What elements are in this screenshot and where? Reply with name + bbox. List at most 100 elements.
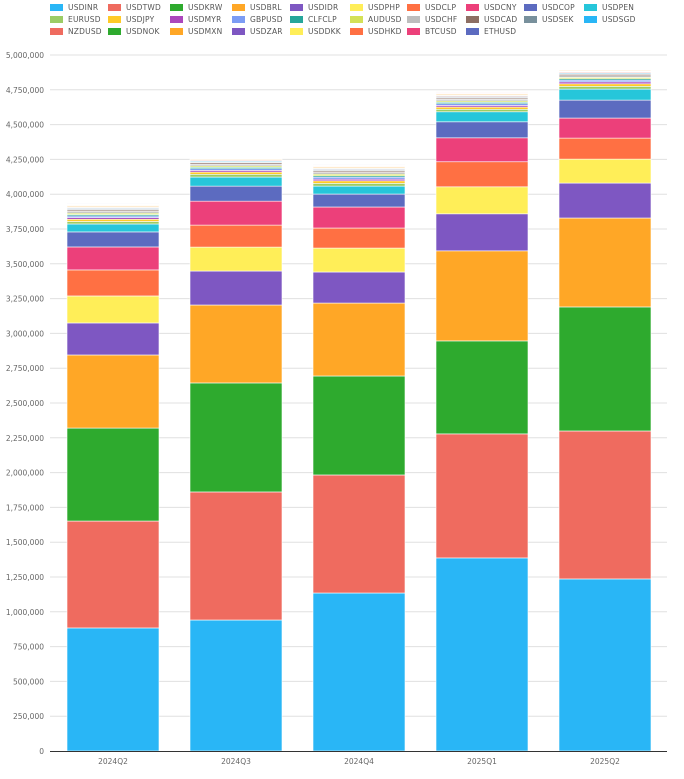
bar-segment-USDKRW[interactable] (189, 382, 283, 493)
bar-segment-EURUSD[interactable] (66, 221, 160, 225)
legend-item[interactable]: USDMXN (170, 26, 222, 36)
bar-segment-USDIDR[interactable] (66, 322, 160, 356)
bar-segment-USDTWD[interactable] (312, 474, 406, 594)
legend-item[interactable]: USDPEN (584, 2, 634, 12)
bar-segment-USDINR[interactable] (189, 619, 283, 752)
bar-segment-USDINR[interactable] (312, 592, 406, 752)
bar-segment-USDCLP[interactable] (558, 137, 652, 160)
y-tick-label: 3,000,000 (6, 329, 44, 338)
bar-segment-USDCLP[interactable] (189, 224, 283, 248)
bar-segment-USDTWD[interactable] (435, 433, 529, 559)
bar-segment-USDINR[interactable] (66, 627, 160, 752)
bar-segment-USDKRW[interactable] (558, 306, 652, 432)
bar-segment-USDPHP[interactable] (435, 186, 529, 215)
bar-segment-USDPEN[interactable] (189, 176, 283, 187)
bar-segment-USDCOP[interactable] (189, 185, 283, 202)
bar-segment-EURUSD[interactable] (189, 173, 283, 178)
legend-item[interactable]: USDCLP (407, 2, 456, 12)
legend-item[interactable]: USDTWD (108, 2, 161, 12)
bar-segment-USDCOP[interactable] (66, 231, 160, 248)
bar-segment-USDJPY[interactable] (189, 171, 283, 175)
bar-segment-USDPHP[interactable] (558, 158, 652, 184)
legend-swatch (290, 27, 303, 35)
legend-item[interactable]: USDDKK (290, 26, 341, 36)
bar-segment-USDCLP[interactable] (435, 161, 529, 188)
legend-item[interactable]: USDCHF (407, 14, 457, 24)
legend-item[interactable]: USDSGD (584, 14, 636, 24)
legend-label: USDJPY (126, 14, 155, 24)
bar-segment-EURUSD[interactable] (435, 108, 529, 113)
bar-segment-USDTWD[interactable] (66, 520, 160, 629)
bar-segment-USDINR[interactable] (558, 578, 652, 752)
bar-segment-USDKRW[interactable] (66, 427, 160, 522)
bar-segment-USDPEN[interactable] (435, 111, 529, 123)
bar-segment-ETHUSD[interactable] (312, 164, 406, 166)
bar-segment-USDINR[interactable] (435, 557, 529, 752)
bar-segment-USDCOP[interactable] (558, 99, 652, 119)
bar-segment-USDTWD[interactable] (558, 430, 652, 580)
bar-segment-USDPEN[interactable] (558, 88, 652, 101)
bar-segment-USDJPY[interactable] (312, 180, 406, 184)
bar-segment-ETHUSD[interactable] (66, 203, 160, 205)
bar-segment-USDIDR[interactable] (189, 270, 283, 306)
bar-segment-ETHUSD[interactable] (435, 91, 529, 93)
bar-segment-USDCNY[interactable] (435, 137, 529, 163)
bar-segment-USDJPY[interactable] (558, 83, 652, 87)
legend-item[interactable]: USDHKD (350, 26, 402, 36)
bar-segment-USDBRL[interactable] (66, 354, 160, 429)
bar-segment-USDKRW[interactable] (312, 375, 406, 476)
bar-segment-ETHUSD[interactable] (189, 155, 283, 158)
legend-item[interactable]: NZDUSD (50, 26, 102, 36)
legend-item[interactable]: AUDUSD (350, 14, 402, 24)
bar-segment-USDIDR[interactable] (312, 271, 406, 304)
bar-segment-ETHUSD[interactable] (558, 67, 652, 69)
legend-item[interactable]: USDIDR (290, 2, 338, 12)
bar-segment-EURUSD[interactable] (312, 183, 406, 187)
bar-segment-USDIDR[interactable] (435, 213, 529, 252)
bar-segment-USDJPY[interactable] (66, 218, 160, 222)
legend-item[interactable]: CLFCLP (290, 14, 337, 24)
bar-segment-USDBRL[interactable] (312, 302, 406, 377)
bar-segment-USDBRL[interactable] (189, 304, 283, 384)
bar-segment-USDCOP[interactable] (312, 193, 406, 208)
legend-item[interactable]: ETHUSD (466, 26, 516, 36)
bar-segment-EURUSD[interactable] (558, 86, 652, 90)
legend-item[interactable]: USDBRL (232, 2, 282, 12)
legend-item[interactable]: USDJPY (108, 14, 154, 24)
legend-item[interactable]: USDNOK (108, 26, 160, 36)
bar-segment-USDCNY[interactable] (66, 246, 160, 271)
legend-item[interactable]: USDINR (50, 2, 98, 12)
legend-item[interactable]: BTCUSD (407, 26, 457, 36)
bar-segment-USDKRW[interactable] (435, 340, 529, 435)
legend-item[interactable]: EURUSD (50, 14, 101, 24)
bar-segment-USDCNY[interactable] (558, 117, 652, 139)
bar-segment-USDJPY[interactable] (435, 106, 529, 110)
bar-segment-USDCNY[interactable] (189, 200, 283, 226)
legend-item[interactable]: USDPHP (350, 2, 400, 12)
legend-item[interactable]: USDSEK (524, 14, 574, 24)
bar-segment-USDBRL[interactable] (435, 250, 529, 342)
bar-segment-USDCNY[interactable] (312, 206, 406, 229)
bar-segment-USDPEN[interactable] (312, 185, 406, 195)
bar-segment-USDPHP[interactable] (312, 247, 406, 273)
bar-segment-USDPHP[interactable] (66, 295, 160, 324)
bar-segment-USDCOP[interactable] (435, 121, 529, 139)
bar-segment-USDCLP[interactable] (66, 269, 160, 297)
legend-item[interactable]: USDZAR (232, 26, 283, 36)
bar-stack-2024Q4 (312, 164, 406, 752)
bar-segment-USDPEN[interactable] (66, 223, 160, 233)
bar-segment-USDTWD[interactable] (189, 491, 283, 621)
legend-item[interactable]: USDCOP (524, 2, 575, 12)
bar-segment-USDIDR[interactable] (558, 182, 652, 219)
bar-segment-USDCLP[interactable] (312, 227, 406, 249)
legend-swatch (170, 27, 183, 35)
legend-label: USDDKK (308, 26, 341, 36)
legend-item[interactable]: GBPUSD (232, 14, 283, 24)
legend-item[interactable]: USDCNY (466, 2, 517, 12)
legend-item[interactable]: USDCAD (466, 14, 517, 24)
legend-item[interactable]: USDKRW (170, 2, 222, 12)
legend-label: USDSGD (602, 14, 636, 24)
legend-item[interactable]: USDMYR (170, 14, 222, 24)
bar-segment-USDPHP[interactable] (189, 246, 283, 272)
bar-segment-USDBRL[interactable] (558, 217, 652, 308)
